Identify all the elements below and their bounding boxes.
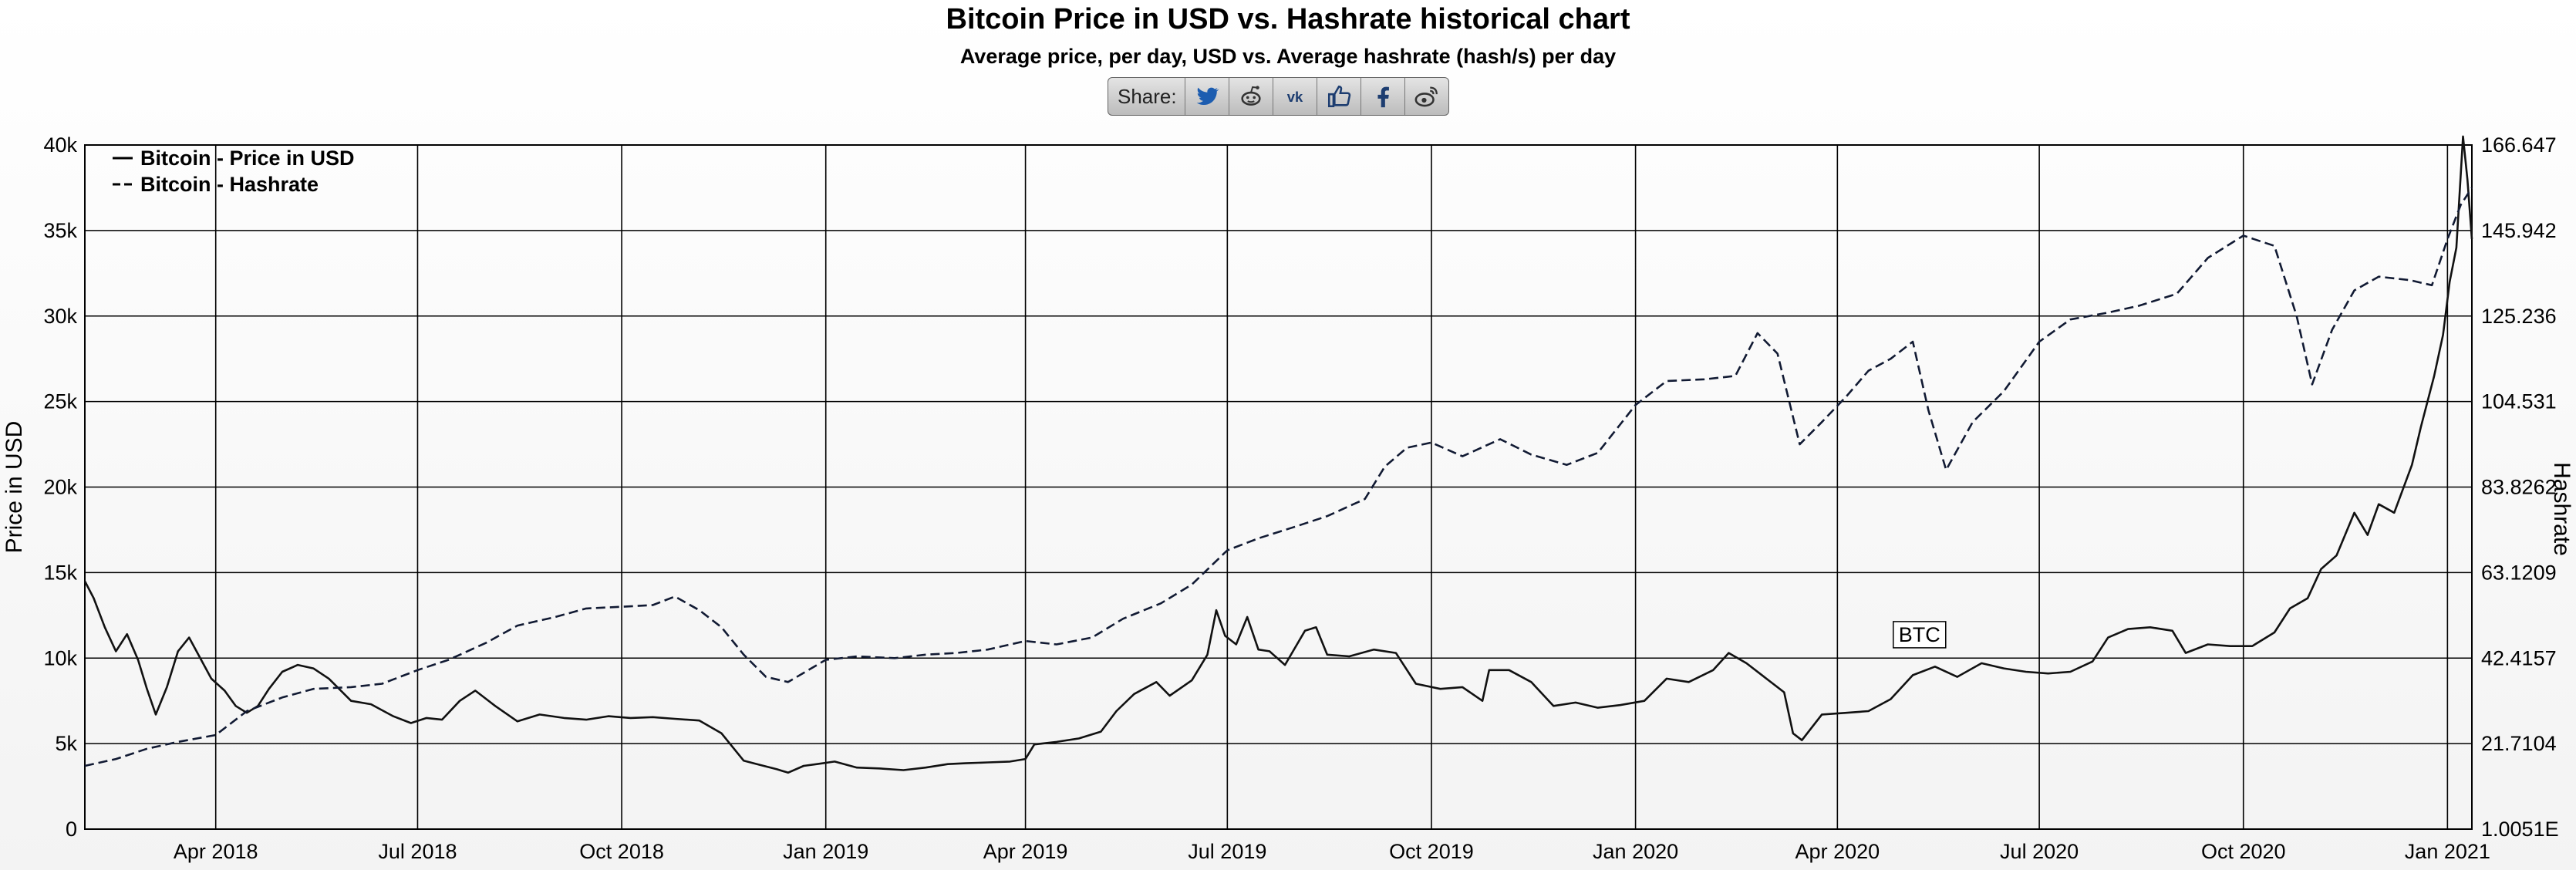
x-tick-label: Jul 2020: [2000, 840, 2079, 863]
y-right-tick-label: 63.1209: [2481, 561, 2557, 584]
hashrate-series-line: [84, 187, 2473, 767]
chart-title: Bitcoin Price in USD vs. Hashrate histor…: [946, 3, 1630, 35]
y-left-axis-label: Price in USD: [2, 421, 27, 554]
facebook-icon[interactable]: [1361, 78, 1405, 115]
y-left-tick-label: 40k: [43, 133, 77, 157]
legend-entry: Bitcoin - Hashrate: [140, 173, 319, 196]
legend-entry: Bitcoin - Price in USD: [140, 147, 355, 170]
x-tick-label: Jan 2020: [1593, 840, 1678, 863]
annotation-label: BTC: [1899, 623, 1940, 646]
share-bar: Share: vk: [1108, 77, 1449, 116]
x-tick-label: Apr 2018: [174, 840, 258, 863]
y-right-tick-label: 145.942: [2481, 219, 2557, 242]
y-right-tick-label: 42.4157: [2481, 646, 2557, 669]
y-left-tick-label: 15k: [43, 561, 77, 584]
y-left-tick-label: 30k: [43, 305, 77, 328]
y-left-tick-label: 20k: [43, 476, 77, 499]
x-tick-label: Oct 2020: [2201, 840, 2286, 863]
vk-icon[interactable]: vk: [1273, 78, 1317, 115]
weibo-icon[interactable]: [1405, 78, 1448, 115]
svg-text:vk: vk: [1286, 89, 1303, 105]
y-right-tick-label: 104.531: [2481, 390, 2557, 413]
y-right-tick-label: 83.8262: [2481, 476, 2557, 499]
x-tick-label: Apr 2020: [1795, 840, 1880, 863]
annotation-box: [1893, 621, 1947, 649]
x-tick-label: Jul 2018: [378, 840, 457, 863]
x-tick-label: Oct 2018: [579, 840, 664, 863]
chart-subtitle: Average price, per day, USD vs. Average …: [959, 45, 1617, 68]
x-tick-label: Jan 2019: [783, 840, 868, 863]
y-right-axis-label: Hashrate: [2549, 462, 2574, 556]
share-label: Share:: [1108, 78, 1185, 115]
y-left-tick-label: 0: [66, 818, 77, 841]
y-right-tick-label: 21.7104: [2481, 732, 2557, 755]
x-tick-label: Jul 2019: [1188, 840, 1266, 863]
x-tick-label: Oct 2019: [1389, 840, 1474, 863]
like-icon[interactable]: [1317, 78, 1361, 115]
reddit-icon[interactable]: [1229, 78, 1273, 115]
y-left-tick-label: 25k: [43, 390, 77, 413]
x-tick-label: Jan 2021: [2405, 840, 2490, 863]
twitter-icon[interactable]: [1185, 78, 1229, 115]
y-left-tick-label: 10k: [43, 646, 77, 669]
price-series-line: [83, 135, 2473, 774]
y-left-tick-label: 5k: [55, 732, 77, 755]
y-right-tick-label: 166.647: [2481, 133, 2557, 157]
y-left-tick-label: 35k: [43, 219, 77, 242]
y-right-tick-label: 125.236: [2481, 305, 2557, 328]
x-tick-label: Apr 2019: [983, 840, 1068, 863]
y-right-tick-label: 1.0051E: [2481, 818, 2559, 841]
